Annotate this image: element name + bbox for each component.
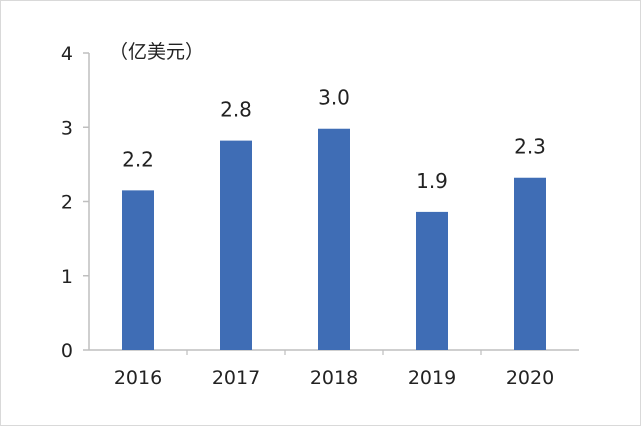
y-tick-label: 4 xyxy=(61,43,73,65)
unit-label: （亿美元） xyxy=(109,41,204,63)
bar-2017 xyxy=(220,140,252,350)
bar-2016 xyxy=(122,190,154,350)
y-tick-label: 2 xyxy=(61,192,73,214)
chart-axes: 0 1 2 3 4 xyxy=(61,43,579,362)
bar-2019 xyxy=(416,211,448,350)
data-label-2018: 3.0 xyxy=(318,86,350,110)
bar-2020 xyxy=(514,177,546,350)
y-tick-label: 1 xyxy=(61,266,73,288)
x-tick-label-2020: 2020 xyxy=(506,367,554,389)
data-label-2020: 2.3 xyxy=(514,135,546,159)
x-tick-label-2017: 2017 xyxy=(212,367,260,389)
data-label-2019: 1.9 xyxy=(416,169,448,193)
x-tick-label-2019: 2019 xyxy=(408,367,456,389)
x-tick-label-2018: 2018 xyxy=(310,367,358,389)
data-labels: 2.2 2016 2.8 2017 3.0 2018 1.9 2019 2.3 2020 xyxy=(114,86,554,389)
data-label-2017: 2.8 xyxy=(220,98,252,122)
bar-2018 xyxy=(318,128,350,350)
data-label-2016: 2.2 xyxy=(122,147,154,171)
y-tick-label: 0 xyxy=(61,340,73,362)
x-tick-label-2016: 2016 xyxy=(114,367,162,389)
y-tick-label: 3 xyxy=(61,117,73,139)
bar-series xyxy=(122,128,546,350)
